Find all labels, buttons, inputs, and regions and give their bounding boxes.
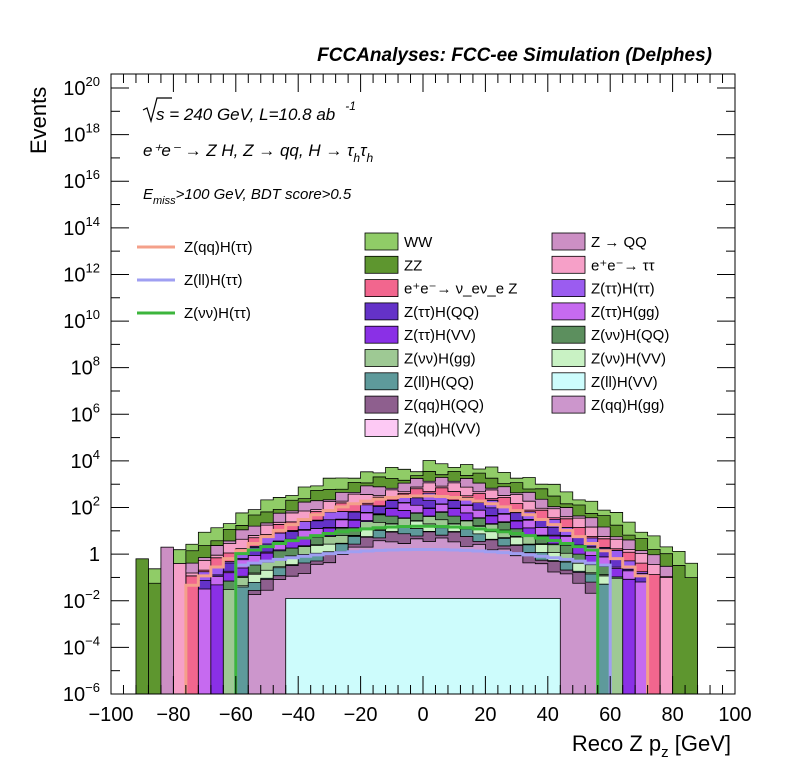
x-axis-title: Reco Z pz [GeV] [572,731,731,761]
y-tick-label: 1018 [63,121,100,147]
annotation-line3: Emiss>100 GeV, BDT score>0.5 [143,186,352,207]
legend-swatch [551,325,586,344]
axis-ticks [110,74,736,695]
legend-label: Z(ττ)H(VV) [404,327,476,344]
y-tick-label: 1014 [63,214,100,240]
annotation-line1: s = 240 GeV, L=10.8 ab -1 [156,99,356,124]
x-tick-label: −60 [219,704,253,726]
x-tick-label: 40 [537,704,559,726]
legend-swatch [551,302,586,321]
legend-signal: Z(qq)H(ττ) Z(ll)H(ττ) Z(νν)H(ττ) [137,239,253,322]
x-tick-label: 80 [661,704,683,726]
y-tick-label: 10−6 [63,680,100,706]
y-tick-label: 1016 [63,167,100,193]
legend-label: Z(ll)H(QQ) [404,374,474,391]
chart-header: FCCAnalyses: FCC-ee Simulation (Delphes) [317,45,712,66]
x-tick-label: 20 [474,704,496,726]
y-tick-label: 104 [71,447,100,473]
x-tick-label: 100 [718,704,751,726]
x-tick-label: −80 [156,704,190,726]
legend-swatch [551,349,586,367]
legend-label: Z(ll)H(VV) [591,374,658,391]
legend-label: ZZ [404,257,422,274]
y-tick-label: 1 [89,544,100,566]
stacked-histogram [135,460,698,695]
y-tick-label: 1020 [63,74,100,100]
low-bin-0 [135,558,149,695]
x-tick-label: −100 [88,704,133,726]
legend-swatch [364,349,399,367]
legend-swatch [364,232,399,251]
legend-label: Z(qq)H(gg) [591,397,664,414]
y-tick-label: 1012 [63,260,100,286]
legend-label: Z(qq)H(VV) [404,420,481,437]
legend-swatch [551,395,586,414]
annotations: s = 240 GeV, L=10.8 ab -1 e⁺e⁻ → Z H, Z →… [142,97,373,207]
legend-label: Z(qq)H(QQ) [404,397,484,414]
legend-label: Z(ττ)H(QQ) [404,304,479,321]
legend-label: Z(ττ)H(gg) [591,304,660,321]
x-tick-label: 60 [599,704,621,726]
legend-line-label: Z(ll)H(ττ) [184,272,243,289]
low-bin-3 [172,563,187,695]
legend-swatch [364,302,399,321]
legend-line-label: Z(qq)H(ττ) [184,239,253,256]
y-axis-title: Events [26,87,51,154]
sqrt-symbol [142,97,172,124]
low-bin-2 [160,546,174,695]
x-tick-label: 0 [417,704,428,726]
legend-swatch [364,372,399,391]
low-bin-4 [659,577,673,695]
x-tick-label: −40 [281,704,315,726]
legend-swatch [551,372,586,391]
annotation-line2: e⁺e⁻ → Z H, Z → qq, H → τhτh [143,141,373,165]
legend-swatch [364,255,399,274]
legend-label: Z(νν)H(gg) [404,351,476,368]
legend-line-label: Z(νν)H(ττ) [184,305,251,322]
y-tick-label: 106 [71,400,100,426]
legend-label: Z(νν)H(VV) [591,351,666,368]
legend-label: Z(νν)H(QQ) [591,327,669,344]
x-tick-label: −20 [344,704,378,726]
legend-swatch [551,255,586,274]
signal-line-2 [234,524,600,694]
legend-swatch [551,232,586,251]
y-tick-label: 102 [71,494,100,520]
legend-label: Z → QQ [591,234,647,251]
legend-label: e⁺e⁻→ ττ [591,257,655,274]
legend-swatch [364,418,399,437]
legend-col2: Z → QQ e⁺e⁻→ ττ Z(ττ)H(ττ) Z(ττ)H(gg) Z(νν)H… [551,232,669,414]
signal-line-0 [184,494,650,694]
y-tick-label: 10−4 [63,633,100,659]
legend-label: WW [404,234,433,251]
y-tick-label: 108 [71,354,100,380]
y-tick-label: 10−2 [63,587,100,613]
legend-swatch [364,279,399,298]
y-tick-labels: 10−6 10−4 10−2 1 102 104 106 108 1010 1012 1014 101… [63,74,100,706]
legend-swatch [364,325,399,344]
x-tick-labels: −100 −80 −60 −40 −20 0 20 40 60 80 100 [88,704,751,726]
legend-col1: WW ZZ e⁺e⁻→ ν_eν_e Z Z(ττ)H(QQ) Z(ττ)H(VV) Z(… [364,232,517,437]
legend-label: Z(ττ)H(ττ) [591,281,655,298]
y-tick-label: 1010 [63,307,100,333]
signal-line-1 [234,548,612,694]
legend-label: e⁺e⁻→ ν_eν_e Z [404,281,517,298]
legend-swatch [364,395,399,414]
legend-swatch [551,279,586,298]
signal-lines [184,494,650,694]
